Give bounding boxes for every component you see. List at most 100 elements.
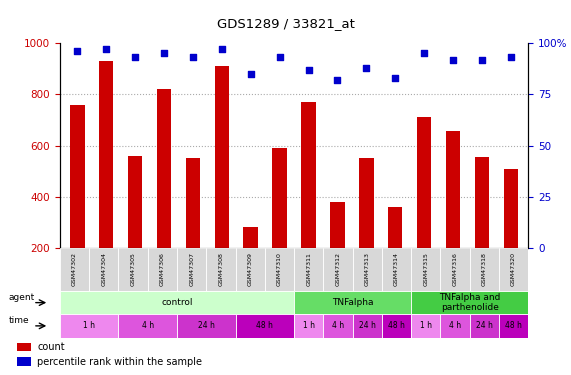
Bar (89, 248, 119, 291)
Bar (504, 168, 518, 248)
Text: time: time (9, 316, 30, 325)
Bar (215, 66, 229, 248)
Bar (236, 314, 294, 338)
Bar (446, 131, 460, 248)
Point (131, 54, 140, 60)
Bar (475, 157, 489, 248)
Point (391, 75, 400, 81)
Bar (60, 248, 89, 291)
Bar (186, 158, 200, 248)
Bar (382, 248, 411, 291)
Bar (265, 248, 294, 291)
Bar (388, 207, 403, 248)
Bar (417, 117, 431, 248)
Bar (177, 248, 206, 291)
Point (477, 57, 486, 63)
Text: GSM47316: GSM47316 (452, 252, 457, 286)
Bar (17, 343, 31, 351)
Text: GSM47314: GSM47314 (394, 252, 399, 286)
Bar (411, 314, 440, 338)
Bar (243, 227, 258, 248)
Text: GSM47313: GSM47313 (365, 252, 370, 286)
Bar (440, 248, 470, 291)
Text: 1 h: 1 h (83, 321, 95, 330)
Bar (499, 248, 528, 291)
Text: control: control (161, 298, 193, 307)
Bar (470, 248, 499, 291)
Bar (148, 248, 177, 291)
Text: 48 h: 48 h (505, 321, 522, 330)
Text: GSM47302: GSM47302 (72, 252, 77, 286)
Bar (119, 248, 148, 291)
Text: 4 h: 4 h (332, 321, 344, 330)
Point (304, 67, 313, 73)
Bar (323, 248, 353, 291)
Bar (294, 248, 323, 291)
Bar (157, 89, 171, 248)
Text: 24 h: 24 h (476, 321, 493, 330)
Bar (272, 148, 287, 248)
Text: GSM47318: GSM47318 (482, 252, 487, 286)
Text: 24 h: 24 h (359, 321, 376, 330)
Bar (353, 314, 382, 338)
Text: 4 h: 4 h (449, 321, 461, 330)
Text: GSM47305: GSM47305 (131, 252, 136, 286)
Bar (382, 314, 411, 338)
Point (448, 57, 457, 63)
Text: GSM47311: GSM47311 (306, 252, 311, 286)
Text: GDS1289 / 33821_at: GDS1289 / 33821_at (216, 17, 355, 30)
Point (362, 65, 371, 71)
Text: percentile rank within the sample: percentile rank within the sample (37, 357, 202, 367)
Text: 1 h: 1 h (303, 321, 315, 330)
Bar (330, 202, 345, 248)
Text: agent: agent (9, 293, 35, 302)
Bar (301, 102, 316, 248)
Bar (294, 291, 411, 314)
Point (102, 46, 111, 52)
Text: count: count (37, 342, 65, 352)
Bar (359, 158, 373, 248)
Text: 4 h: 4 h (142, 321, 154, 330)
Point (333, 77, 342, 83)
Text: GSM47304: GSM47304 (101, 252, 106, 286)
Point (420, 50, 429, 56)
Text: 1 h: 1 h (420, 321, 432, 330)
Text: TNFalpha: TNFalpha (332, 298, 373, 307)
Text: GSM47312: GSM47312 (335, 252, 340, 286)
Bar (99, 61, 114, 248)
Text: GSM47307: GSM47307 (189, 252, 194, 286)
Bar (206, 248, 236, 291)
Bar (323, 314, 353, 338)
Bar (499, 314, 528, 338)
Point (188, 54, 198, 60)
Point (159, 50, 168, 56)
Bar (60, 314, 119, 338)
Bar (17, 357, 31, 366)
Bar (411, 248, 440, 291)
Point (506, 54, 516, 60)
Bar (177, 314, 236, 338)
Point (246, 71, 255, 77)
Text: GSM47308: GSM47308 (218, 252, 223, 286)
Bar (440, 314, 470, 338)
Text: GSM47310: GSM47310 (277, 252, 282, 286)
Bar (294, 314, 323, 338)
Point (275, 54, 284, 60)
Text: GSM47320: GSM47320 (511, 252, 516, 286)
Text: 48 h: 48 h (388, 321, 405, 330)
Bar (411, 291, 528, 314)
Bar (119, 314, 177, 338)
Text: GSM47306: GSM47306 (160, 252, 165, 286)
Text: GSM47315: GSM47315 (423, 252, 428, 286)
Bar (470, 314, 499, 338)
Point (217, 46, 226, 52)
Text: 24 h: 24 h (198, 321, 215, 330)
Text: TNFalpha and
parthenolide: TNFalpha and parthenolide (439, 293, 500, 312)
Bar (128, 156, 142, 248)
Bar (60, 291, 294, 314)
Text: 48 h: 48 h (256, 321, 274, 330)
Point (73, 48, 82, 54)
Bar (236, 248, 265, 291)
Text: GSM47309: GSM47309 (248, 252, 253, 286)
Bar (70, 105, 85, 248)
